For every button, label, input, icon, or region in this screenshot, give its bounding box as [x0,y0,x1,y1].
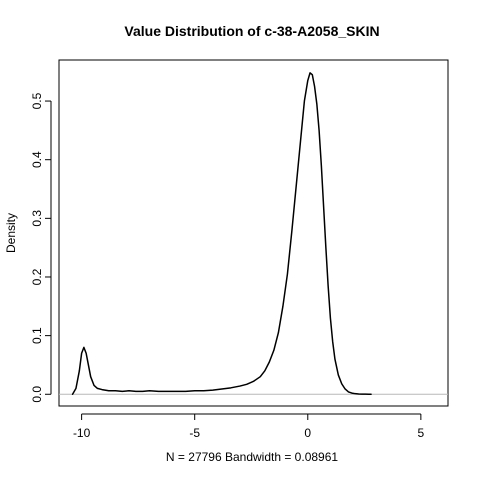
y-tick-label: 0.0 [30,386,44,403]
y-tick-label: 0.1 [30,327,44,344]
y-axis-label: Density [4,213,18,253]
y-tick-label: 0.4 [30,151,44,168]
plot-frame [58,59,449,407]
y-axis: 0.0 0.1 0.2 0.3 0.4 0.5 [30,92,52,403]
y-tick-label: 0.2 [30,268,44,285]
x-tick-label: -10 [73,426,91,440]
x-axis-label: N = 27796 Bandwidth = 0.08961 [166,450,338,464]
density-curve [71,72,372,396]
x-tick-label: 5 [418,426,425,440]
chart-title: Value Distribution of c-38-A2058_SKIN [124,23,379,39]
x-tick-label: -5 [189,426,200,440]
y-tick-label: 0.3 [30,210,44,227]
y-tick-label: 0.5 [30,92,44,109]
x-axis: -10 -5 0 5 [73,413,425,440]
x-tick-label: 0 [304,426,311,440]
